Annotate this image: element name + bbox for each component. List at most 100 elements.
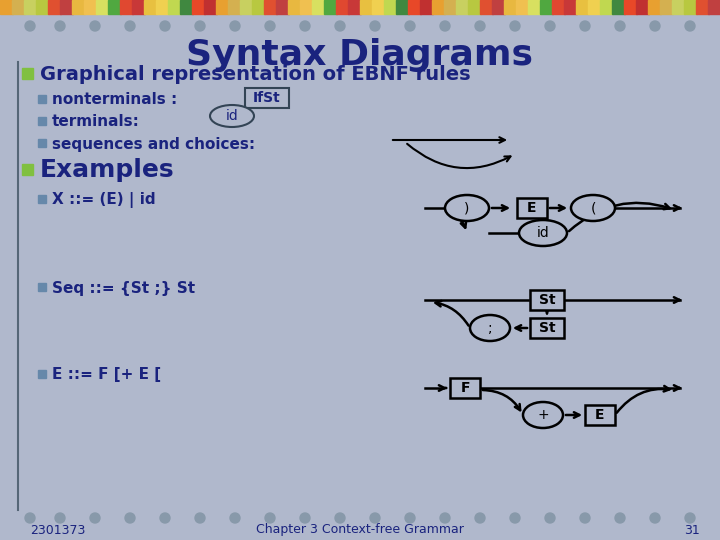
Bar <box>132 0 145 14</box>
Bar <box>0 0 13 14</box>
Bar <box>468 0 481 14</box>
Bar <box>228 0 241 14</box>
Bar <box>22 68 33 79</box>
Bar <box>420 0 433 14</box>
Bar <box>336 0 349 14</box>
Text: nonterminals :: nonterminals : <box>52 92 177 107</box>
Bar <box>324 0 337 14</box>
Bar <box>348 0 361 14</box>
Circle shape <box>125 513 135 523</box>
Bar <box>624 0 637 14</box>
Bar <box>648 0 661 14</box>
Bar <box>24 0 37 14</box>
Circle shape <box>510 21 520 31</box>
Ellipse shape <box>210 105 254 127</box>
Text: X ::= (E) | id: X ::= (E) | id <box>52 192 156 208</box>
Ellipse shape <box>470 315 510 341</box>
Bar <box>168 0 181 14</box>
Bar <box>38 370 46 378</box>
Bar <box>672 0 685 14</box>
Text: Graphical representation of EBNF rules: Graphical representation of EBNF rules <box>40 64 471 84</box>
Bar <box>588 0 601 14</box>
Bar <box>480 0 493 14</box>
Bar <box>696 0 709 14</box>
Bar <box>38 283 46 291</box>
Bar <box>288 0 301 14</box>
Text: sequences and choices:: sequences and choices: <box>52 137 255 152</box>
Bar <box>144 0 157 14</box>
Circle shape <box>25 513 35 523</box>
Text: id: id <box>225 109 238 123</box>
Bar <box>660 0 673 14</box>
Bar <box>540 0 553 14</box>
Circle shape <box>615 513 625 523</box>
Bar <box>96 0 109 14</box>
Circle shape <box>405 21 415 31</box>
Text: (: ( <box>590 201 595 215</box>
Circle shape <box>405 513 415 523</box>
Bar <box>585 405 615 425</box>
Bar <box>360 0 373 14</box>
Circle shape <box>90 513 100 523</box>
Bar <box>612 0 625 14</box>
Bar <box>240 0 253 14</box>
Bar <box>204 0 217 14</box>
Bar <box>22 164 33 175</box>
Circle shape <box>475 21 485 31</box>
Ellipse shape <box>519 220 567 246</box>
Circle shape <box>580 513 590 523</box>
Circle shape <box>90 21 100 31</box>
Circle shape <box>230 21 240 31</box>
Bar <box>245 88 289 108</box>
Bar <box>408 0 421 14</box>
Text: St: St <box>539 293 555 307</box>
Text: terminals:: terminals: <box>52 114 140 130</box>
Bar <box>276 0 289 14</box>
Circle shape <box>545 21 555 31</box>
Bar <box>252 0 265 14</box>
Bar <box>528 0 541 14</box>
Circle shape <box>475 513 485 523</box>
Circle shape <box>335 21 345 31</box>
Circle shape <box>55 21 65 31</box>
Bar <box>38 95 46 103</box>
Text: St: St <box>539 321 555 335</box>
Bar <box>312 0 325 14</box>
Circle shape <box>615 21 625 31</box>
Bar <box>264 0 277 14</box>
Text: ): ) <box>464 201 469 215</box>
Bar <box>530 318 564 338</box>
Bar <box>12 0 25 14</box>
Circle shape <box>195 513 205 523</box>
Bar <box>36 0 49 14</box>
Text: E ::= F [+ E [: E ::= F [+ E [ <box>52 368 161 382</box>
Text: F: F <box>460 381 469 395</box>
Bar <box>120 0 133 14</box>
Circle shape <box>370 21 380 31</box>
Bar <box>192 0 205 14</box>
Bar <box>384 0 397 14</box>
Text: id: id <box>536 226 549 240</box>
Bar <box>576 0 589 14</box>
Circle shape <box>370 513 380 523</box>
Ellipse shape <box>445 195 489 221</box>
Bar <box>456 0 469 14</box>
Ellipse shape <box>571 195 615 221</box>
Circle shape <box>55 513 65 523</box>
Bar <box>450 378 480 398</box>
Circle shape <box>650 513 660 523</box>
Bar <box>216 0 229 14</box>
Bar <box>372 0 385 14</box>
Text: IfSt: IfSt <box>253 91 281 105</box>
Circle shape <box>580 21 590 31</box>
Circle shape <box>300 513 310 523</box>
Circle shape <box>545 513 555 523</box>
Bar <box>600 0 613 14</box>
Circle shape <box>160 513 170 523</box>
Bar <box>180 0 193 14</box>
Bar <box>444 0 457 14</box>
Bar <box>492 0 505 14</box>
Circle shape <box>125 21 135 31</box>
Bar <box>38 117 46 125</box>
Bar <box>108 0 121 14</box>
